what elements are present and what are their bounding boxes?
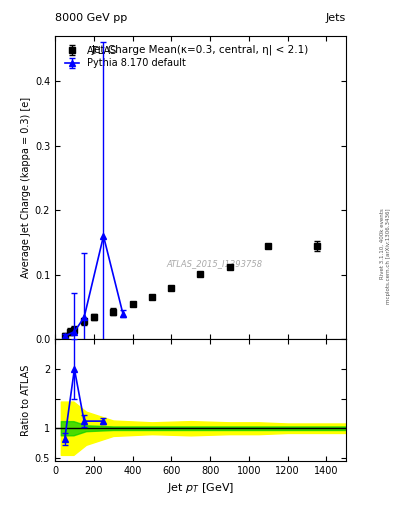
- X-axis label: Jet $p_T$ [GeV]: Jet $p_T$ [GeV]: [167, 481, 234, 495]
- Y-axis label: Ratio to ATLAS: Ratio to ATLAS: [20, 365, 31, 436]
- Text: Jet Charge Mean(κ=0.3, central, η| < 2.1): Jet Charge Mean(κ=0.3, central, η| < 2.1…: [92, 45, 309, 55]
- Text: Rivet 3.1.10, 400k events
mcplots.cern.ch [arXiv:1306.3436]: Rivet 3.1.10, 400k events mcplots.cern.c…: [380, 208, 391, 304]
- Text: Jets: Jets: [325, 13, 346, 23]
- Text: 8000 GeV pp: 8000 GeV pp: [55, 13, 127, 23]
- Text: ATLAS_2015_I1393758: ATLAS_2015_I1393758: [167, 259, 263, 268]
- Legend: ATLAS, Pythia 8.170 default: ATLAS, Pythia 8.170 default: [60, 40, 191, 73]
- Y-axis label: Average Jet Charge (kappa = 0.3) [e]: Average Jet Charge (kappa = 0.3) [e]: [20, 97, 31, 278]
